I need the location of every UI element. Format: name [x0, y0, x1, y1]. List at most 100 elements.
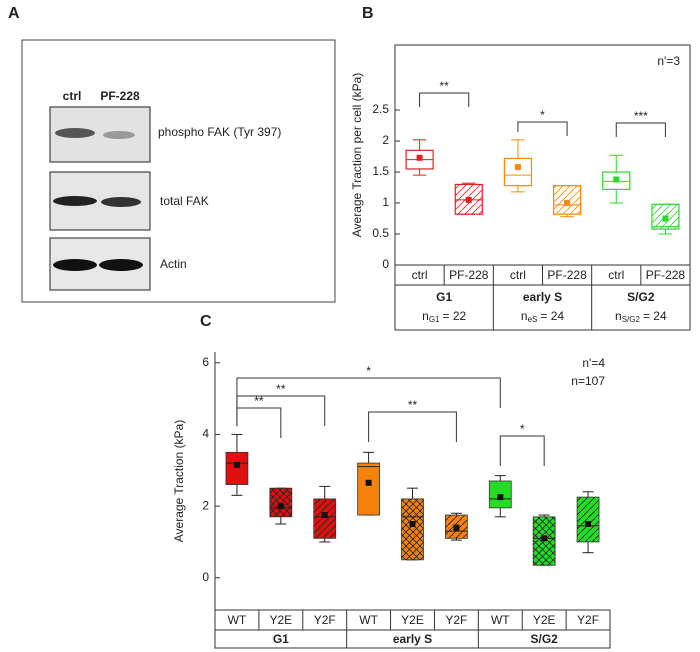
n-value: = 24	[540, 309, 564, 323]
significance-label: *	[520, 422, 525, 436]
group-label: G1	[436, 290, 452, 304]
blot-label: phospho FAK (Tyr 397)	[158, 125, 281, 139]
y-axis-label: Average Traction per cell (kPa)	[350, 73, 364, 238]
y-tick-label: 0	[382, 257, 389, 271]
mean	[564, 200, 571, 207]
panel-letter: C	[200, 313, 212, 330]
n-value: = 22	[442, 309, 466, 323]
x-tick-label: WT	[228, 613, 247, 627]
y-tick-label: 4	[202, 427, 209, 441]
x-tick-label: ctrl	[412, 268, 428, 282]
y-tick-label: 0	[202, 570, 209, 584]
x-tick-label: Y2E	[533, 613, 556, 627]
group-label: S/G2	[530, 632, 558, 646]
group-label: G1	[273, 632, 289, 646]
y-tick-label: 1.5	[372, 164, 389, 178]
mean	[541, 535, 548, 542]
mean	[465, 196, 472, 203]
group-n: nG1 = 22	[422, 309, 466, 324]
significance-label: **	[254, 394, 264, 408]
group-n: neS = 24	[521, 309, 565, 324]
mean	[497, 494, 504, 501]
box-hatch	[577, 497, 600, 542]
n-subscript: S/G2	[622, 315, 641, 324]
group-label: early S	[523, 290, 562, 304]
significance-bracket	[368, 411, 457, 442]
mean	[409, 521, 416, 527]
mean	[453, 524, 460, 531]
mean	[365, 479, 372, 486]
x-tick-label: Y2F	[314, 613, 336, 627]
annotation: n'=3	[657, 54, 680, 68]
n-subscript: eS	[528, 315, 538, 324]
x-tick-label: Y2E	[401, 613, 424, 627]
panel-letter: A	[8, 5, 20, 22]
x-tick-label: Y2F	[577, 613, 599, 627]
mean	[585, 521, 592, 527]
lane-label: ctrl	[63, 89, 82, 103]
significance-label: **	[276, 382, 286, 396]
y-tick-label: 2	[382, 133, 389, 147]
significance-label: *	[540, 108, 545, 122]
x-tick-label: WT	[491, 613, 510, 627]
plot-frame	[394, 44, 691, 331]
x-tick-label: PF-228	[449, 268, 489, 282]
n-symbol: n	[521, 309, 528, 323]
mean	[233, 461, 240, 468]
y-tick-label: 1	[382, 195, 389, 209]
significance-bracket	[236, 377, 501, 408]
y-tick-label: 6	[202, 355, 209, 369]
mean	[613, 176, 620, 183]
mean	[416, 154, 423, 161]
blot-row	[49, 171, 151, 231]
y-axis-label: Average Traction (kPa)	[172, 420, 186, 543]
blot-label: total FAK	[160, 194, 209, 208]
x-tick-label: ctrl	[608, 268, 624, 282]
x-tick-label: WT	[359, 613, 378, 627]
n-subscript: G1	[429, 315, 440, 324]
mean	[662, 215, 669, 222]
box-hatch	[269, 488, 292, 517]
significance-bracket	[517, 121, 568, 136]
mean	[277, 503, 284, 510]
x-tick-label: ctrl	[510, 268, 526, 282]
blot-row	[49, 106, 151, 163]
n-symbol: n	[422, 309, 429, 323]
y-tick-label: 2	[202, 498, 209, 512]
significance-label: ***	[634, 109, 648, 123]
panel-letter: B	[362, 5, 374, 22]
significance-label: **	[439, 79, 449, 93]
x-tick-label: PF-228	[646, 268, 686, 282]
significance-label: *	[366, 364, 371, 378]
blot-label: Actin	[160, 257, 187, 271]
y-tick-label: 0.5	[372, 226, 389, 240]
significance-bracket	[615, 122, 666, 137]
x-tick-label: PF-228	[547, 268, 587, 282]
significance-bracket	[236, 395, 326, 426]
n-symbol: n	[615, 309, 622, 323]
n-value: = 24	[643, 309, 667, 323]
significance-label: **	[408, 398, 418, 412]
blot-row	[49, 237, 151, 291]
significance-bracket	[236, 407, 282, 438]
group-n: nS/G2 = 24	[615, 309, 667, 324]
box	[357, 462, 380, 516]
lane-label: PF-228	[100, 89, 140, 103]
group-label: S/G2	[627, 290, 655, 304]
box-hatch	[401, 498, 424, 560]
box-hatch	[553, 185, 581, 215]
mean	[321, 512, 328, 519]
box	[503, 157, 533, 187]
annotation: n'=4	[582, 356, 605, 370]
blot-frame	[21, 39, 336, 303]
significance-bracket	[499, 435, 545, 466]
mean	[514, 164, 521, 171]
x-tick-label: Y2F	[445, 613, 467, 627]
annotation: n=107	[571, 374, 605, 388]
x-tick-label: Y2E	[269, 613, 292, 627]
group-label: early S	[393, 632, 432, 646]
box-hatch	[313, 498, 336, 539]
box	[225, 451, 249, 485]
significance-bracket	[419, 92, 470, 107]
